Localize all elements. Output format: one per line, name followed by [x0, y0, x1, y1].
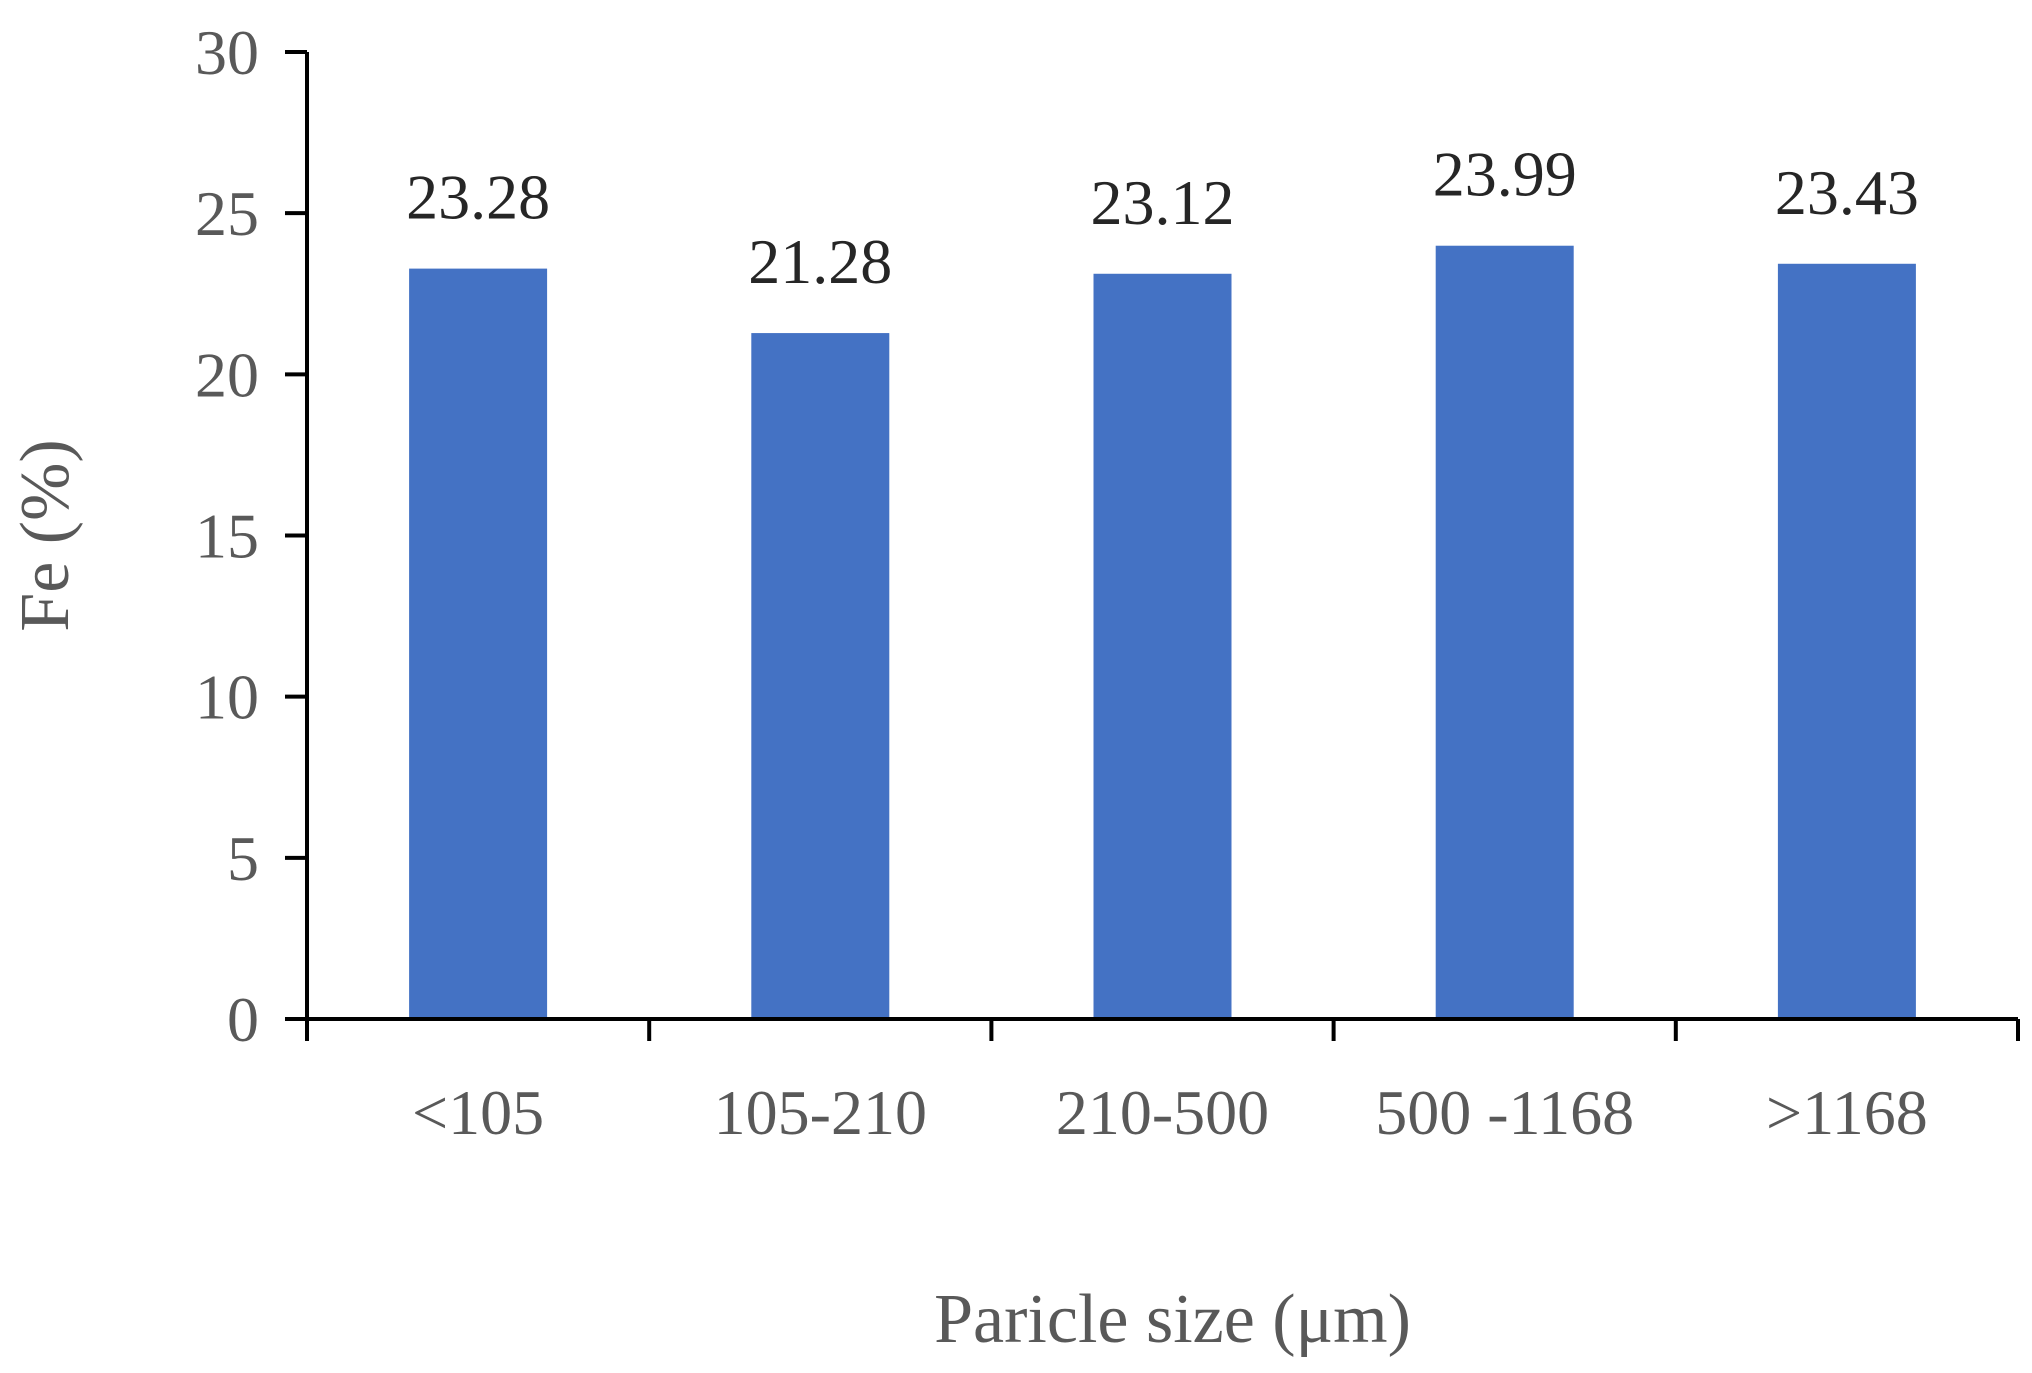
y-tick-label: 25: [195, 178, 259, 249]
bar: [1093, 273, 1232, 1019]
data-label: 23.28: [406, 162, 550, 233]
bars-layer: [409, 245, 1916, 1019]
y-axis-title: Fe (%): [7, 439, 84, 631]
y-tick-label: 15: [195, 501, 259, 572]
bar: [1435, 245, 1574, 1019]
x-tick-label: 210-500: [1056, 1077, 1269, 1148]
bar: [1777, 263, 1916, 1019]
data-label: 23.12: [1091, 167, 1235, 238]
x-tick-label: <105: [412, 1077, 544, 1148]
y-tick-label: 5: [227, 823, 259, 894]
data-labels: 23.28 21.28 23.12 23.99 23.43: [406, 139, 1919, 297]
x-ticks: <105 105-210 210-500 500 -1168 >1168: [305, 1019, 2020, 1148]
data-label: 23.99: [1433, 139, 1577, 210]
x-axis-title: Paricle size (μm): [934, 1281, 1411, 1358]
x-tick-label: >1168: [1766, 1077, 1928, 1148]
y-tick-label: 30: [195, 17, 259, 88]
x-tick-label: 500 -1168: [1375, 1077, 1634, 1148]
y-tick-label: 20: [195, 339, 259, 410]
data-label: 21.28: [748, 226, 892, 297]
y-tick-label: 10: [195, 662, 259, 733]
bar: [409, 268, 548, 1019]
x-tick-label: 105-210: [714, 1077, 927, 1148]
data-label: 23.43: [1775, 157, 1919, 228]
bar: [751, 333, 890, 1019]
y-ticks: 0 5 10 15 20 25 30: [195, 17, 307, 1055]
y-tick-label: 0: [227, 984, 259, 1055]
